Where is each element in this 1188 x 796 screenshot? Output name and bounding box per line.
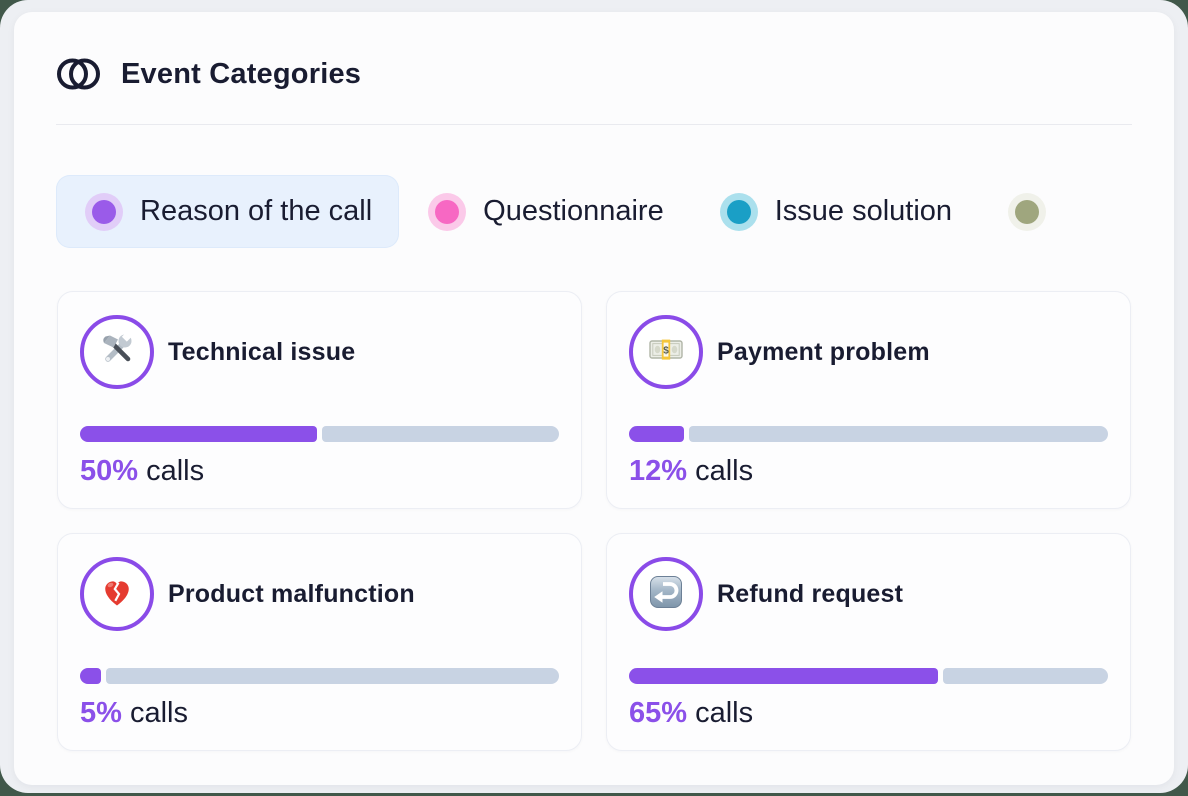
card-title: Product malfunction	[168, 579, 415, 608]
card-technical-issue: Technical issue 50% calls	[57, 291, 582, 509]
broken-heart-icon	[97, 572, 137, 617]
card-icon-circle: $	[629, 315, 703, 389]
category-dot-halo	[1008, 192, 1047, 231]
divider	[56, 124, 1132, 125]
event-categories-panel: Event Categories Reason of the call Ques…	[14, 12, 1174, 785]
category-dot-halo	[428, 192, 467, 231]
card-header: Technical issue	[80, 315, 559, 389]
progress-bar-track	[942, 668, 1108, 684]
progress-bar-fill	[629, 426, 684, 442]
percent-value: 5%	[80, 697, 122, 729]
category-tab-label: Reason of the call	[140, 195, 373, 227]
category-dot	[726, 199, 751, 224]
card-stat: 50% calls	[80, 455, 559, 488]
progress-bar-track	[688, 426, 1108, 442]
category-tab-label: Questionnaire	[483, 195, 664, 227]
percent-unit: calls	[129, 697, 188, 729]
progress-bar	[629, 426, 1108, 442]
percent-unit: calls	[146, 455, 205, 487]
card-icon-circle	[80, 557, 154, 631]
card-header: Refund request	[629, 557, 1108, 631]
panel-header: Event Categories	[14, 12, 1174, 94]
panel-title: Event Categories	[121, 57, 362, 90]
category-tabs: Reason of the call Questionnaire Issue s…	[56, 175, 1156, 248]
card-title: Refund request	[717, 579, 904, 608]
tab-issue-solution[interactable]: Issue solution	[691, 175, 979, 248]
tab-partial[interactable]	[979, 175, 1090, 248]
card-payment-problem: $ Payment problem 12% calls	[606, 291, 1131, 509]
percent-value: 12%	[629, 455, 688, 487]
category-dot-halo	[85, 192, 123, 231]
progress-bar	[80, 426, 559, 442]
card-title: Technical issue	[168, 337, 356, 366]
progress-bar	[629, 668, 1108, 684]
progress-bar-fill	[80, 426, 317, 442]
percent-unit: calls	[695, 455, 754, 487]
category-dot	[1015, 199, 1040, 224]
tab-reason-of-the-call[interactable]: Reason of the call	[56, 175, 400, 248]
card-stat: 12% calls	[629, 455, 1108, 488]
card-product-malfunction: Product malfunction 5% calls	[57, 533, 582, 751]
progress-bar-track	[106, 668, 559, 684]
progress-bar-fill	[80, 668, 102, 684]
card-stat: 5% calls	[80, 697, 559, 730]
card-title: Payment problem	[717, 337, 930, 366]
percent-value: 65%	[629, 697, 688, 729]
card-icon-circle	[80, 315, 154, 389]
dollar-banknote-icon: $	[646, 330, 686, 375]
category-dot	[92, 199, 116, 224]
progress-bar-track	[322, 426, 559, 442]
return-arrow-icon	[646, 572, 686, 617]
progress-bar	[80, 668, 559, 684]
card-header: Product malfunction	[80, 557, 559, 631]
hammer-and-wrench-icon	[97, 329, 137, 375]
card-header: $ Payment problem	[629, 315, 1108, 389]
category-tab-label: Issue solution	[774, 195, 953, 227]
percent-value: 50%	[80, 455, 139, 487]
card-stat: 65% calls	[629, 697, 1108, 730]
category-dot	[435, 199, 460, 224]
card-refund-request: Refund request 65% calls	[606, 533, 1131, 751]
category-cards-grid: Technical issue 50% calls $ Payment prob…	[57, 291, 1131, 751]
overlapping-circles-icon	[57, 54, 100, 94]
category-dot-halo	[719, 192, 758, 231]
percent-unit: calls	[695, 697, 754, 729]
card-icon-circle	[629, 557, 703, 631]
progress-bar-fill	[629, 668, 938, 684]
tab-questionnaire[interactable]: Questionnaire	[399, 175, 691, 248]
svg-text:$: $	[663, 345, 669, 356]
